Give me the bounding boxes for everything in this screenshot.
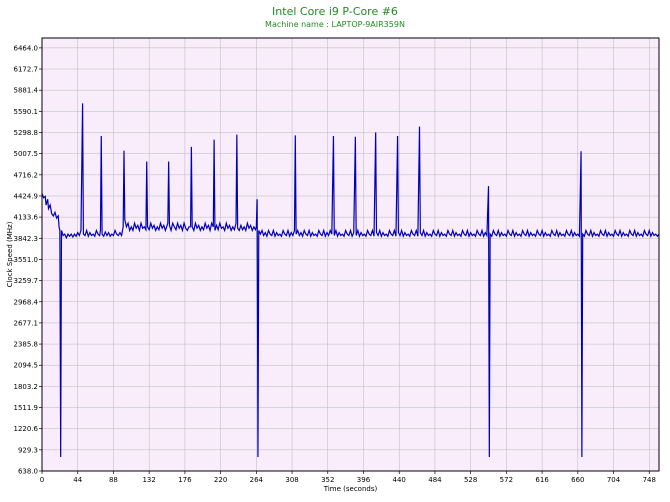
x-tick-label: 176 bbox=[178, 476, 192, 484]
x-axis-ticks: 0 44 88 132 176 220 264 308 352 396 440 484 528 572 61… bbox=[40, 471, 656, 484]
x-tick-label: 396 bbox=[357, 476, 371, 484]
y-tick-label: 2677.1 bbox=[14, 319, 39, 327]
x-tick-label: 132 bbox=[142, 476, 155, 484]
y-tick-label: 2094.5 bbox=[14, 362, 39, 370]
series-line-clock-speed bbox=[41, 103, 660, 458]
y-tick-label: 5881.4 bbox=[14, 87, 39, 95]
x-tick-label: 308 bbox=[285, 476, 298, 484]
y-tick-label: 3842.3 bbox=[14, 235, 39, 243]
y-tick-label: 3551.0 bbox=[14, 256, 39, 264]
x-tick-label: 528 bbox=[464, 476, 477, 484]
y-tick-label: 638.0 bbox=[18, 468, 38, 476]
chart-title: Intel Core i9 P-Core #6 bbox=[272, 5, 398, 18]
x-tick-label: 0 bbox=[40, 476, 44, 484]
plot-border bbox=[41, 37, 660, 472]
y-tick-label: 5590.1 bbox=[14, 108, 39, 116]
y-tick-label: 1511.9 bbox=[14, 404, 39, 412]
y-tick-label: 4424.9 bbox=[14, 192, 39, 200]
y-tick-label: 3259.7 bbox=[14, 277, 39, 285]
y-tick-label: 1803.2 bbox=[14, 383, 39, 391]
y-tick-label: 6464.0 bbox=[14, 44, 39, 52]
y-axis-ticks: 638.0 929.3 1220.6 1511.9 1803.2 2094.5 2385.8… bbox=[14, 44, 42, 476]
x-tick-label: 44 bbox=[73, 476, 82, 484]
x-tick-label: 748 bbox=[643, 476, 656, 484]
y-tick-label: 2968.4 bbox=[14, 298, 39, 306]
y-tick-label: 5298.8 bbox=[14, 129, 39, 137]
plot-area bbox=[42, 38, 659, 471]
y-axis-title: Clock Speed (MHz) bbox=[6, 221, 14, 287]
x-axis-title: Time (seconds) bbox=[323, 485, 378, 493]
grid-lines bbox=[41, 38, 659, 472]
y-tick-label: 6172.7 bbox=[14, 66, 39, 74]
y-tick-label: 929.3 bbox=[18, 446, 38, 454]
y-tick-label: 5007.5 bbox=[14, 150, 39, 158]
x-tick-label: 440 bbox=[393, 476, 406, 484]
y-tick-label: 4133.6 bbox=[14, 214, 39, 222]
x-tick-label: 616 bbox=[535, 476, 549, 484]
x-tick-label: 660 bbox=[571, 476, 584, 484]
x-tick-label: 704 bbox=[607, 476, 621, 484]
x-tick-label: 572 bbox=[500, 476, 513, 484]
y-tick-label: 2385.8 bbox=[14, 341, 39, 349]
x-tick-label: 88 bbox=[109, 476, 118, 484]
y-tick-label: 1220.6 bbox=[14, 425, 39, 433]
x-tick-label: 352 bbox=[321, 476, 334, 484]
x-tick-label: 484 bbox=[428, 476, 442, 484]
chart-subtitle: Machine name : LAPTOP-9AIR359N bbox=[265, 20, 405, 29]
x-tick-label: 220 bbox=[214, 476, 227, 484]
y-tick-label: 4716.2 bbox=[14, 171, 39, 179]
x-tick-label: 264 bbox=[250, 476, 264, 484]
